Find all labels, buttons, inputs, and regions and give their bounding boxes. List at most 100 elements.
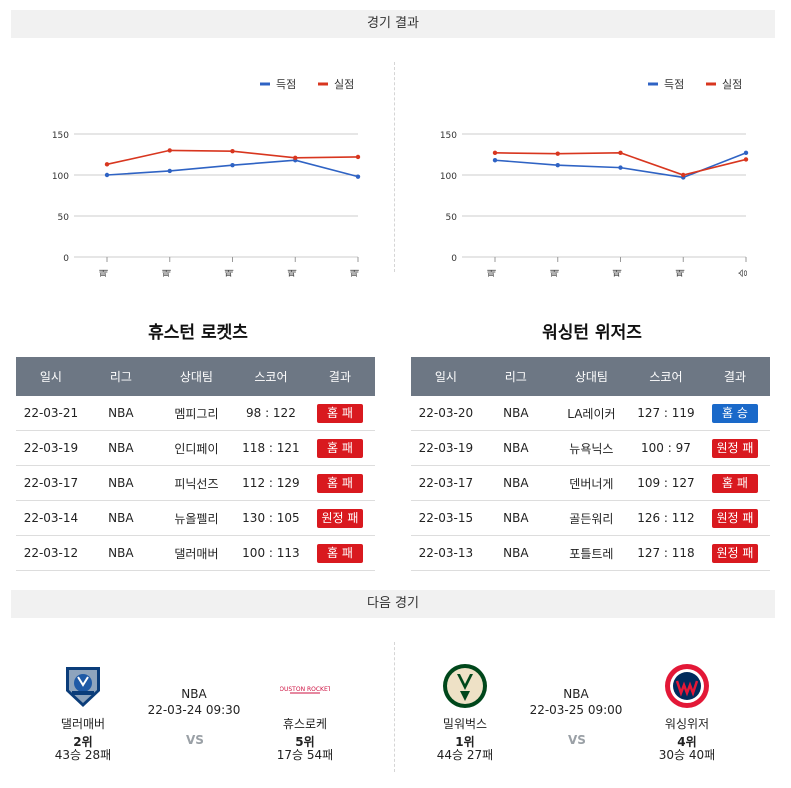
y-tick-label: 50 [58,213,70,223]
cell-opponent: 댈러매버 [155,535,237,571]
cell-league: NBA [480,430,551,466]
away-team-name: 워싱위저 [664,717,710,731]
next-section-header: 다음 경기 [11,590,775,618]
table-row: 22-03-17 NBA 피닉선즈 112 : 129 홈 패 [16,465,375,501]
cell-date: 22-03-19 [411,430,481,466]
cell-date: 22-03-20 [411,396,481,431]
x-tick-label: 승 [738,269,749,277]
cell-opponent: 골든워리 [550,500,632,536]
cell-date: 22-03-21 [16,396,86,431]
data-point [618,165,623,170]
y-tick-label: 100 [440,172,457,182]
data-point [681,172,686,178]
cell-opponent: 덴버너게 [550,465,632,501]
table-row: 22-03-19 NBA 인디페이 118 : 121 홈 패 [16,430,375,466]
table-header-row: 일시 리그 상대팀 스코어 결과 [16,357,375,396]
y-tick-label: 0 [451,254,457,264]
result-badge: 원정 패 [711,508,759,528]
col-league: 리그 [480,357,551,396]
result-badge: 원정 패 [316,508,364,528]
col-result: 결과 [304,357,375,396]
cell-score: 127 : 119 [631,396,700,431]
cell-result: 홈 패 [304,535,375,571]
data-point [104,172,110,178]
cell-opponent: 포틀트레 [550,535,632,571]
next-game-league: NBA [563,687,589,701]
cell-league: NBA [480,396,551,431]
cell-result: 원정 패 [699,430,770,466]
result-badge: 홈 패 [316,438,363,458]
x-tick-label: 패 [350,269,361,277]
vs-label: VS [568,733,586,747]
data-point [492,150,498,156]
col-score: 스코어 [631,357,700,396]
home-team-record: 43승 28패 [54,748,112,762]
table-row: 22-03-15 NBA 골든워리 126 : 112 원정 패 [411,500,770,536]
results-table-wizards: 일시 리그 상대팀 스코어 결과 22-03-20 NBA LA레이커 127 : 1… [411,357,770,571]
cell-league: NBA [85,465,156,501]
col-result: 결과 [699,357,770,396]
cell-league: NBA [480,500,551,536]
data-point [230,149,235,154]
data-point [355,154,361,160]
data-point [492,158,498,163]
col-opponent: 상대팀 [155,357,237,396]
cell-opponent: 뉴욕닉스 [550,430,632,466]
col-date: 일시 [16,357,86,396]
cell-opponent: 멤피그리 [155,396,237,431]
svg-text:HOUSTON ROCKETS: HOUSTON ROCKETS [280,686,330,693]
data-point [555,151,560,156]
cell-opponent: 뉴올펠리 [155,500,237,536]
cell-date: 22-03-15 [411,500,481,536]
result-badge: 원정 패 [711,438,759,458]
x-tick-label: 패 [675,269,686,277]
result-badge: 원정 패 [711,543,759,563]
table-row: 22-03-14 NBA 뉴올펠리 130 : 105 원정 패 [16,500,375,536]
x-tick-label: 패 [613,269,624,277]
result-badge: 홈 패 [316,403,363,423]
x-tick-label: 패 [225,269,236,277]
cell-league: NBA [480,535,551,571]
result-badge: 홈 패 [316,473,363,493]
cell-score: 130 : 105 [236,500,305,536]
x-tick-label: 패 [550,269,561,277]
cell-score: 98 : 122 [236,396,305,431]
series-line-scored [494,152,747,179]
data-point [293,155,298,160]
cell-opponent: 피닉선즈 [155,465,237,501]
y-tick-label: 100 [52,172,69,182]
cell-date: 22-03-17 [411,465,481,501]
legend-label-conceded: 실점 [334,78,354,91]
y-tick-label: 50 [446,213,458,223]
x-tick-label: 패 [162,269,173,277]
table-row: 22-03-13 NBA 포틀트레 127 : 118 원정 패 [411,535,770,571]
legend-label-conceded: 실점 [722,78,742,91]
next-game-2: 밀워벅스 1위 44승 27패 NBA 22-03-25 09:00 VS 워싱… [400,655,760,775]
table-row: 22-03-19 NBA 뉴욕닉스 100 : 97 원정 패 [411,430,770,466]
table-header-row: 일시 리그 상대팀 스코어 결과 [411,357,770,396]
results-table-rockets: 일시 리그 상대팀 스코어 결과 22-03-21 NBA 멤피그리 98 : 122… [16,357,375,571]
cell-date: 22-03-12 [16,535,86,571]
mavericks-logo [66,667,100,707]
next-game-league: NBA [181,687,207,701]
cell-date: 22-03-19 [16,430,86,466]
x-tick-label: 패 [287,269,298,277]
home-team-record: 44승 27패 [436,748,494,762]
wizards-logo [665,664,709,708]
data-point [743,150,749,156]
legend-label-scored: 득점 [664,78,684,91]
cell-result: 원정 패 [699,535,770,571]
data-point [104,162,110,167]
home-team-name: 밀워벅스 [442,717,488,731]
cell-result: 홈 승 [699,396,770,431]
next-game-1: 댈러매버 2위 43승 28패 NBA 22-03-24 09:30 VS HO… [18,655,378,775]
bucks-logo [443,664,487,708]
cell-score: 112 : 129 [236,465,305,501]
result-badge: 홈 패 [711,473,758,493]
y-tick-label: 150 [440,131,457,141]
results-section-header: 경기 결과 [11,10,775,38]
col-date: 일시 [411,357,481,396]
cell-league: NBA [85,535,156,571]
home-team-rank: 1위 [455,735,475,749]
data-point [743,157,749,162]
